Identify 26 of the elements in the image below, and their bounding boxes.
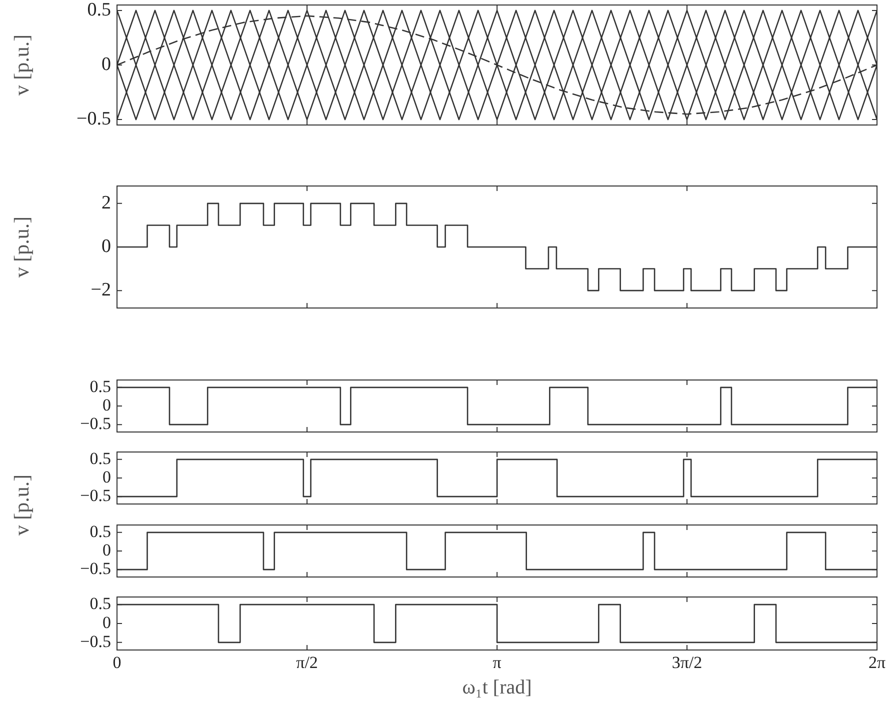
x-tick-label: π/2 <box>296 652 318 672</box>
y-tick-label: 0 <box>102 540 111 560</box>
y-tick-label: −0.5 <box>76 108 111 130</box>
y-axis-title: v [p.u.] <box>10 474 34 536</box>
y-tick-label: 0 <box>102 467 111 486</box>
y-tick-label: 0 <box>102 236 111 257</box>
y-tick-label: 0.5 <box>87 0 111 20</box>
y-tick-label: −0.5 <box>80 414 111 434</box>
y-tick-label: 0.5 <box>90 594 111 614</box>
y-axis-title: v [p.u.] <box>10 216 34 278</box>
y-tick-label: 0.5 <box>90 448 111 468</box>
x-tick-label: 3π/2 <box>672 652 702 672</box>
y-axis-title: v [p.u.] <box>10 34 34 96</box>
y-tick-label: 0 <box>102 612 111 632</box>
y-tick-label: 0 <box>102 395 111 414</box>
y-tick-label: −0.5 <box>80 559 111 578</box>
x-tick-label: 2π <box>868 652 886 672</box>
y-tick-label: −0.5 <box>80 632 111 651</box>
y-tick-label: 0.5 <box>90 376 111 396</box>
y-tick-label: 0.5 <box>90 522 111 541</box>
x-tick-label: π <box>492 652 502 672</box>
y-tick-label: −0.5 <box>80 486 111 506</box>
y-tick-label: −2 <box>90 280 111 301</box>
y-tick-label: 0 <box>102 54 111 75</box>
x-axis-title: ω₁t [rad] <box>462 676 532 698</box>
y-tick-label: 2 <box>102 192 111 214</box>
